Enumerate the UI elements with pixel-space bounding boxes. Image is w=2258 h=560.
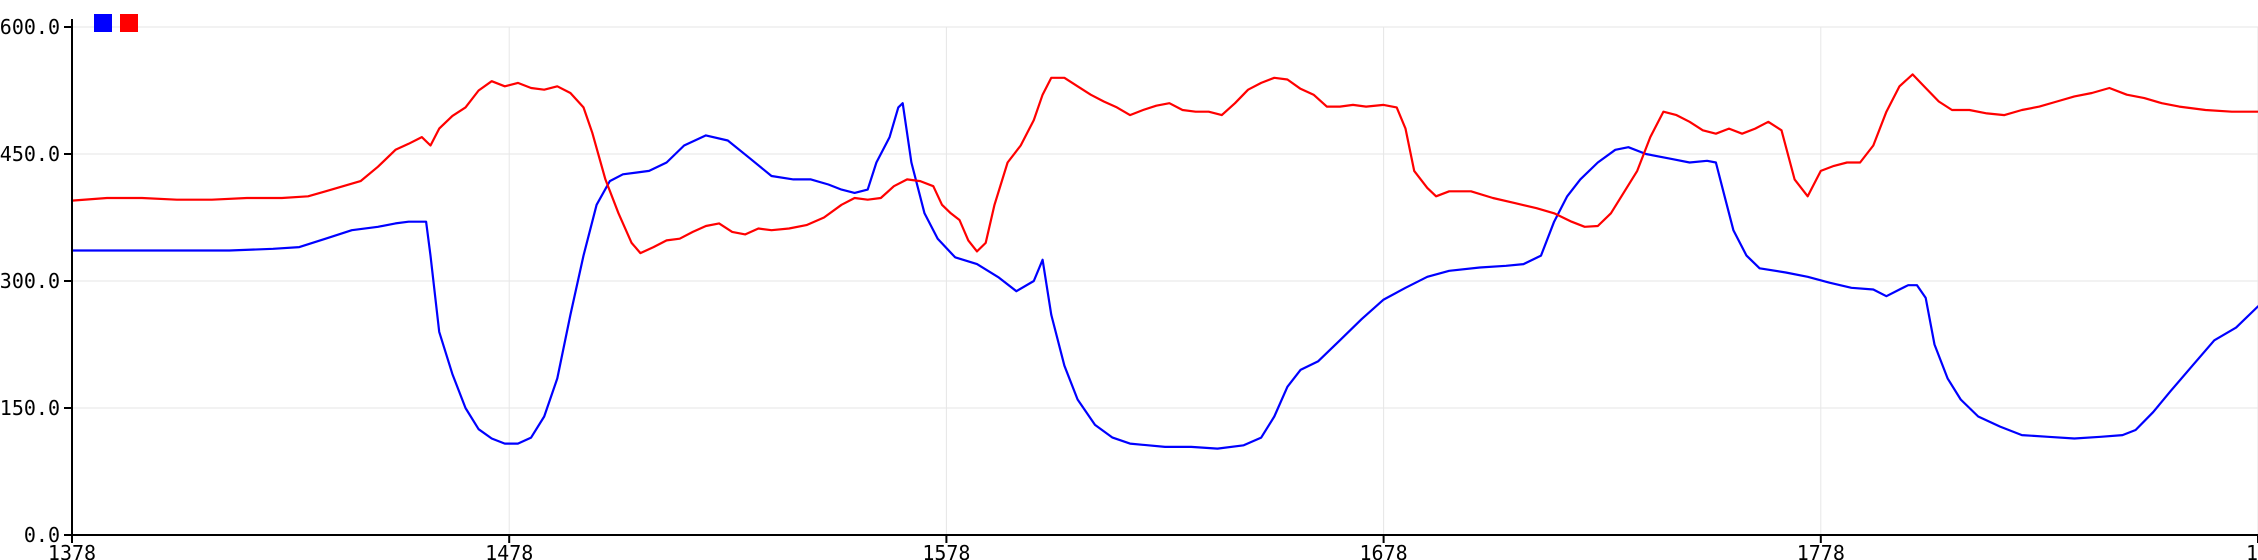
x-tick-label: 1378: [48, 541, 96, 560]
y-tick-label: 300.0: [0, 269, 60, 293]
tick-labels: 1378 1478 1578 1678 1778 18 0.0 150.0 300.0 450.0…: [0, 15, 2258, 560]
x-tick-label: 1478: [485, 541, 533, 560]
x-tick-label: 1778: [1797, 541, 1845, 560]
y-tick-label: 600.0: [0, 15, 60, 39]
grid: [72, 26, 2258, 535]
series-line-2: [70, 73, 2258, 255]
y-tick-label: 450.0: [0, 142, 60, 166]
y-tick-label: 0.0: [24, 523, 60, 547]
y-tick-label: 150.0: [0, 396, 60, 420]
legend-swatch-1: [94, 14, 112, 32]
x-tick-label: 18: [2246, 541, 2258, 560]
series-line-1: [70, 102, 2258, 450]
legend: [94, 14, 138, 32]
x-tick-label: 1678: [1360, 541, 1408, 560]
axes: [71, 19, 2258, 536]
series-layer: [70, 73, 2258, 450]
legend-swatch-2: [120, 14, 138, 32]
x-tick-label: 1578: [922, 541, 970, 560]
